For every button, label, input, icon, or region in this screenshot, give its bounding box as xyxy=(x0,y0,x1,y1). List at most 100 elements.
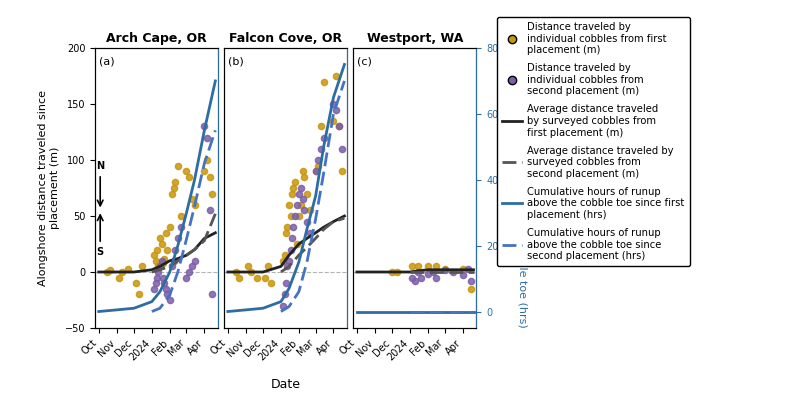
Point xyxy=(229,269,242,275)
Point xyxy=(153,235,166,242)
Point xyxy=(279,280,292,286)
Point xyxy=(333,123,345,130)
Point xyxy=(168,258,180,264)
Point xyxy=(180,274,193,281)
Point xyxy=(245,269,257,275)
Point xyxy=(309,168,322,174)
Point xyxy=(406,263,418,270)
Point xyxy=(391,269,403,275)
Title: Arch Cape, OR: Arch Cape, OR xyxy=(106,32,207,46)
Point xyxy=(113,274,125,281)
Point xyxy=(414,274,427,281)
Point xyxy=(296,168,309,174)
Point xyxy=(264,280,277,286)
Point xyxy=(164,297,176,303)
Point xyxy=(259,274,272,281)
Point xyxy=(180,168,193,174)
Point xyxy=(330,73,342,79)
Point xyxy=(161,246,174,253)
Point xyxy=(149,280,162,286)
Text: (c): (c) xyxy=(357,56,372,66)
Point xyxy=(279,252,291,258)
Point xyxy=(446,269,459,275)
Point xyxy=(335,146,348,152)
Point xyxy=(422,263,434,270)
Point xyxy=(406,274,418,281)
Point xyxy=(330,106,342,113)
Point xyxy=(457,266,469,272)
Point xyxy=(183,174,195,180)
Point xyxy=(288,213,301,219)
Point xyxy=(303,230,316,236)
Point xyxy=(284,213,297,219)
Point xyxy=(301,190,314,197)
Point xyxy=(241,263,254,270)
Point xyxy=(386,269,399,275)
Point xyxy=(295,202,307,208)
Point xyxy=(296,196,309,202)
Point xyxy=(148,286,160,292)
Point xyxy=(172,162,184,169)
Point xyxy=(166,263,179,270)
Point xyxy=(288,179,301,186)
Point xyxy=(206,291,219,298)
Point xyxy=(151,246,164,253)
Point xyxy=(430,274,442,281)
Text: N: N xyxy=(96,161,104,171)
Point xyxy=(198,123,210,130)
Point xyxy=(158,280,171,286)
Point xyxy=(438,266,451,272)
Point xyxy=(314,146,327,152)
Point xyxy=(156,258,168,264)
Point xyxy=(287,185,299,191)
Point xyxy=(166,190,179,197)
Point xyxy=(461,266,474,272)
Point xyxy=(200,134,213,141)
Point xyxy=(185,196,198,202)
Point xyxy=(153,263,166,270)
Point xyxy=(412,269,425,275)
Point xyxy=(327,101,340,107)
Point xyxy=(422,271,434,278)
Point xyxy=(318,134,330,141)
Point xyxy=(464,286,477,292)
Point xyxy=(318,78,330,85)
Point xyxy=(156,274,169,281)
Text: (a): (a) xyxy=(99,56,114,66)
Point xyxy=(311,157,324,163)
Point xyxy=(158,255,171,262)
Point xyxy=(314,123,327,130)
Point xyxy=(185,263,198,270)
Legend: Distance traveled by
individual cobbles from first
placement (m), Distance trave: Distance traveled by individual cobbles … xyxy=(497,17,689,266)
Point xyxy=(160,230,172,236)
Point xyxy=(262,263,275,270)
Point xyxy=(198,168,210,174)
Point xyxy=(130,280,143,286)
Point xyxy=(133,291,145,298)
Point xyxy=(203,207,216,214)
Point xyxy=(149,258,162,264)
Point xyxy=(281,224,294,230)
Point xyxy=(168,179,181,186)
Point xyxy=(290,241,303,247)
Point xyxy=(309,168,322,174)
Point xyxy=(160,286,172,292)
Point xyxy=(161,291,174,298)
Point xyxy=(298,207,310,214)
Point xyxy=(283,258,295,264)
Point xyxy=(200,157,213,163)
Point xyxy=(152,263,164,270)
Point xyxy=(281,263,294,270)
Point xyxy=(409,278,422,284)
Text: Date: Date xyxy=(271,378,301,391)
Point xyxy=(287,224,299,230)
Point xyxy=(103,266,116,273)
Point xyxy=(175,213,187,219)
Point xyxy=(172,235,184,242)
Point xyxy=(168,246,181,253)
Point xyxy=(292,190,305,197)
Point xyxy=(101,269,114,275)
Text: (b): (b) xyxy=(228,56,244,66)
Point xyxy=(426,269,439,275)
Point xyxy=(412,263,425,270)
